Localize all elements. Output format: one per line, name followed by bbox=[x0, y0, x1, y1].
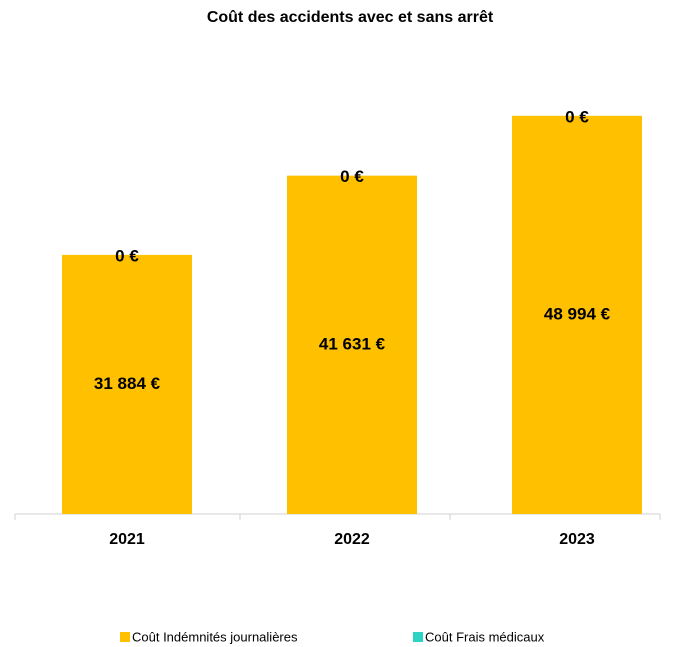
data-label: 0 € bbox=[115, 246, 139, 265]
x-tick-label: 2021 bbox=[109, 531, 145, 548]
chart-title: Coût des accidents avec et sans arrêt bbox=[207, 9, 494, 26]
data-label: 41 631 € bbox=[319, 334, 386, 353]
x-tick-label: 2023 bbox=[559, 531, 595, 548]
data-label: 31 884 € bbox=[94, 374, 161, 393]
legend-label: Coût Indémnités journalières bbox=[132, 629, 298, 644]
data-label: 48 994 € bbox=[544, 304, 611, 323]
bar-segment bbox=[287, 175, 417, 514]
legend-swatch bbox=[413, 632, 423, 642]
bar-segment bbox=[62, 254, 192, 514]
data-label: 0 € bbox=[340, 167, 364, 186]
legend-swatch bbox=[120, 632, 130, 642]
x-tick-label: 2022 bbox=[334, 531, 370, 548]
data-label: 0 € bbox=[565, 107, 589, 126]
legend-label: Coût Frais médicaux bbox=[425, 629, 545, 644]
bar-segment bbox=[512, 115, 642, 514]
